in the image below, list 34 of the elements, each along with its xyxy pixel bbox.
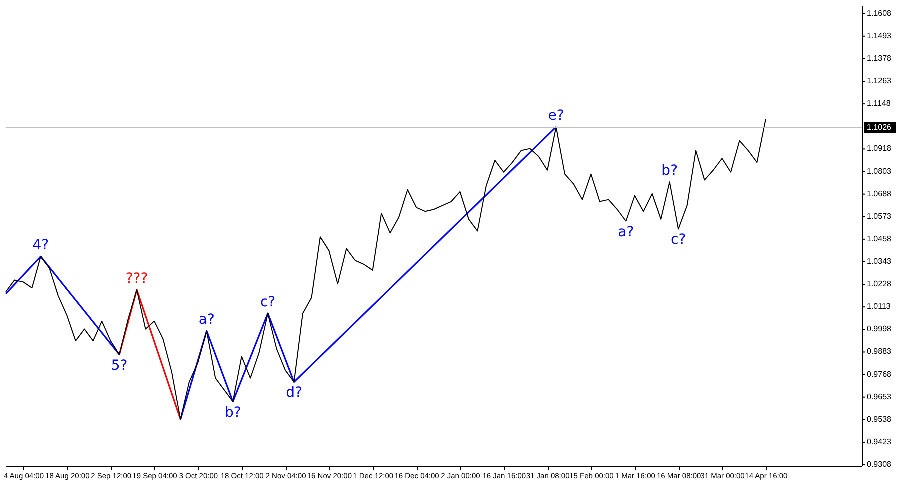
y-tick-label: 1.1263: [867, 76, 892, 86]
y-tick-label: 0.9883: [867, 347, 892, 356]
annotation: e?: [548, 108, 564, 124]
y-tick-label: 0.9423: [867, 437, 892, 446]
y-tick-label: 1.1378: [867, 54, 892, 63]
y-tick-label: 1.0113: [867, 302, 892, 312]
ref-line-label: 1.1026: [867, 123, 892, 132]
y-tick-label: 1.1608: [867, 8, 892, 18]
y-tick-label: 1.0573: [867, 212, 892, 221]
annotation: ???: [126, 271, 148, 288]
annotation: a?: [198, 312, 215, 328]
annotation: c?: [260, 294, 276, 311]
annotation: 4?: [32, 238, 50, 254]
annotation: c?: [671, 232, 686, 248]
y-tick-label: 0.9653: [867, 392, 892, 402]
y-tick-label: 0.9538: [867, 414, 892, 424]
line-series: [180, 126, 558, 420]
annotation: b?: [662, 163, 678, 180]
y-tick-label: 1.0228: [867, 280, 892, 289]
y-tick-label: 0.9308: [867, 460, 892, 470]
y-tick-label: 1.0343: [867, 256, 892, 266]
annotation: d?: [286, 385, 302, 402]
y-tick-label: 0.9768: [867, 370, 892, 379]
y-tick-label: 1.0458: [867, 234, 892, 244]
line-series: [6, 118, 766, 420]
y-tick-label: 1.0688: [867, 189, 892, 198]
annotation: a?: [618, 224, 634, 240]
y-tick-label: 1.0918: [867, 144, 892, 154]
y-tick-label: 1.1148: [867, 99, 892, 108]
y-tick-label: 1.0803: [867, 166, 892, 176]
annotation: 5?: [111, 358, 128, 374]
annotation: b?: [224, 404, 242, 421]
y-tick-label: 1.1493: [867, 31, 892, 40]
y-tick-label: 0.9998: [867, 324, 892, 334]
